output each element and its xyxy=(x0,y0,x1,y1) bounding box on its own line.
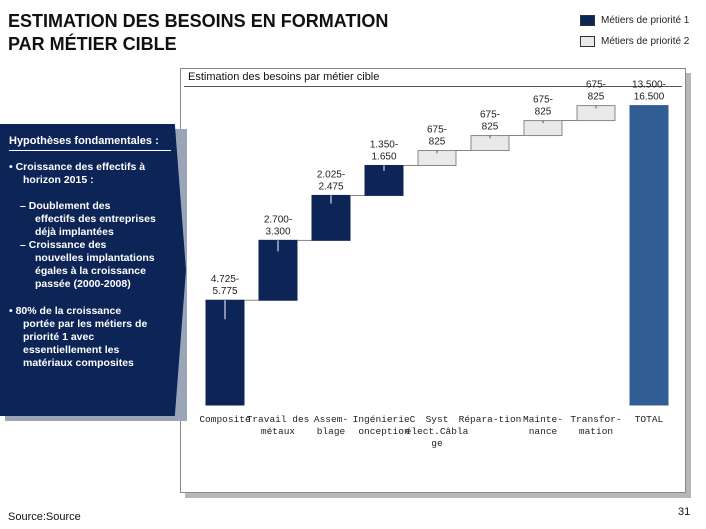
category-label-5-0: Répara-tion xyxy=(459,414,522,425)
category-label-2-0: Assem- xyxy=(314,414,348,425)
hypotheses-bullet-1-line-1: • Croissance des effectifs à xyxy=(9,161,146,173)
data-label-6-0: 675- xyxy=(533,95,553,106)
category-label-1-1: métaux xyxy=(261,426,296,437)
hypotheses-sub-2-line-4: passée (2000-2008) xyxy=(35,278,131,290)
category-label-4-0: Syst xyxy=(426,414,449,425)
hypotheses-bullet-2-line-4: essentiellement les xyxy=(23,344,120,356)
chart-title-rule xyxy=(184,86,682,87)
data-label-7-0: 675- xyxy=(586,80,606,91)
data-label-2-0: 2.025- xyxy=(317,169,345,180)
category-label-3-0: IngénierieC xyxy=(353,414,416,425)
data-label-4-0: 675- xyxy=(427,125,447,136)
data-label-5-1: 825 xyxy=(482,122,499,133)
page-title: ESTIMATION DES BESOINS EN FORMATION PAR … xyxy=(8,10,468,56)
hypotheses-bullet-2-line-1: • 80% de la croissance xyxy=(9,305,122,317)
chart-title: Estimation des besoins par métier cible xyxy=(188,71,380,83)
data-label-5-0: 675- xyxy=(480,110,500,121)
category-label-1-0: Travail des xyxy=(247,414,310,425)
data-label-3-0: 1.350- xyxy=(370,139,398,150)
hypotheses-sub-1-line-3: déjà implantées xyxy=(35,226,114,238)
hypotheses-box: Hypothèses fondamentales : • Croissance … xyxy=(0,124,186,416)
source-note: Source:Source xyxy=(8,511,81,523)
hypotheses-bullet-2-line-2: portée par les métiers de xyxy=(23,318,148,330)
legend-label-priority-2: Métiers de priorité 2 xyxy=(601,36,690,47)
data-label-0-1: 5.775 xyxy=(212,286,237,297)
category-label-4-2: ge xyxy=(431,438,443,449)
hypotheses-bullet-1-line-2: horizon 2015 : xyxy=(23,174,94,186)
hypotheses-bullet-2-line-3: priorité 1 avec xyxy=(23,331,95,343)
hypotheses-sub-1-line-1: – Doublement des xyxy=(20,200,111,212)
bar-8 xyxy=(629,105,669,406)
data-label-7-1: 825 xyxy=(588,92,605,103)
category-label-4-1: élect.Câbla xyxy=(406,426,469,437)
hypotheses-title: Hypothèses fondamentales : xyxy=(9,135,159,147)
category-label-2-1: blage xyxy=(317,426,346,437)
legend-swatch-priority-2 xyxy=(580,36,595,47)
hypotheses-rule xyxy=(9,150,171,151)
legend-label-priority-1: Métiers de priorité 1 xyxy=(601,15,690,26)
category-label-8-0: TOTAL xyxy=(635,414,664,425)
category-label-0-0: Composite xyxy=(199,414,251,425)
data-label-8-1: 16.500 xyxy=(634,92,665,103)
page-title-line-1: ESTIMATION DES BESOINS EN FORMATION xyxy=(8,11,389,31)
category-label-7-1: mation xyxy=(579,426,613,437)
hypotheses-sub-2-line-2: nouvelles implantations xyxy=(35,252,155,264)
hypotheses-bullet-2-line-5: matériaux composites xyxy=(23,357,134,369)
category-label-6-1: nance xyxy=(529,426,558,437)
data-label-1-1: 3.300 xyxy=(265,226,290,237)
data-label-3-1: 1.650 xyxy=(371,151,396,162)
data-label-2-1: 2.475 xyxy=(318,181,343,192)
legend-item-priority-1: Métiers de priorité 1 xyxy=(580,15,689,26)
hypotheses-sub-2-line-1: – Croissance des xyxy=(20,239,107,251)
hypotheses-sub-1-line-2: effectifs des entreprises xyxy=(35,213,156,225)
page-number: 31 xyxy=(678,506,691,518)
category-label-3-1: onception xyxy=(358,426,409,437)
data-label-6-1: 825 xyxy=(535,107,552,118)
data-label-0-0: 4.725- xyxy=(211,274,239,285)
category-label-7-0: Transfor- xyxy=(570,414,621,425)
hypotheses-sub-2-line-3: égales à la croissance xyxy=(35,265,146,277)
page-title-line-2: PAR MÉTIER CIBLE xyxy=(8,34,177,54)
category-label-6-0: Mainte- xyxy=(523,414,563,425)
data-label-8-0: 13.500- xyxy=(632,80,666,91)
data-label-4-1: 825 xyxy=(429,137,446,148)
data-label-1-0: 2.700- xyxy=(264,214,292,225)
legend-swatch-priority-1 xyxy=(580,15,595,26)
legend-item-priority-2: Métiers de priorité 2 xyxy=(580,36,689,47)
